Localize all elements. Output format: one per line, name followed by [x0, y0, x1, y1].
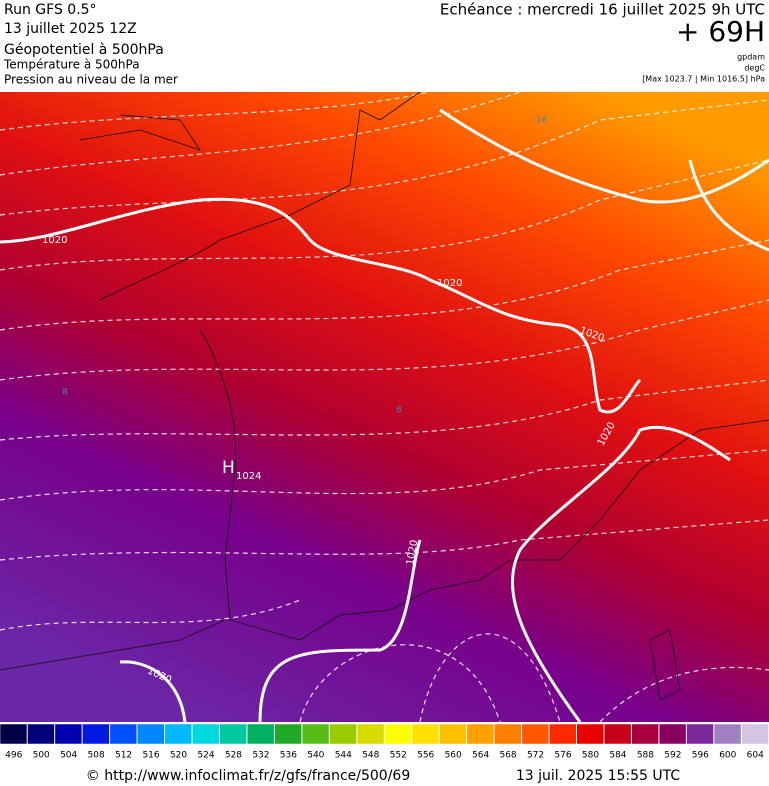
colorbar-swatch — [137, 723, 165, 745]
colorbar-swatch — [603, 723, 632, 745]
colorbar-swatch — [411, 723, 440, 745]
colorbar-label: 596 — [692, 751, 709, 761]
unit: [Max 1023.7 | Min 1016.5] hPa — [642, 75, 765, 84]
unit: gpdam — [737, 53, 765, 62]
colorbar-label: 580 — [582, 751, 599, 761]
colorbar-swatch — [301, 723, 330, 745]
colorbar-label: 588 — [637, 751, 654, 761]
unit: degC — [744, 64, 765, 73]
colorbar-label: 496 — [5, 751, 22, 761]
colorbar-label: 508 — [88, 751, 105, 761]
colorbar-label: 584 — [609, 751, 626, 761]
high-pressure-value: 1024 — [236, 471, 261, 482]
high-pressure: H — [222, 458, 235, 478]
colorbar-label: 548 — [362, 751, 379, 761]
map: 1020 1020 1020 1020 1020 1020 H 1024 16 … — [0, 91, 769, 723]
colorbar-label: 556 — [417, 751, 434, 761]
field: Température à 500hPa — [3, 58, 140, 72]
colorbar-label: 536 — [280, 751, 297, 761]
colorbar-label: 540 — [307, 751, 324, 761]
timestamp: 13 juil. 2025 15:55 UTC — [516, 768, 681, 784]
colorbar-swatch — [356, 723, 385, 745]
colorbar: 496 500 504 508 512 516 520 524 528 532 536 540 544 5… — [0, 723, 769, 761]
isobar-label: 1020 — [437, 278, 462, 289]
colorbar-label: 528 — [225, 751, 242, 761]
colorbar-label: 500 — [33, 751, 50, 761]
colorbar-swatch — [686, 723, 714, 745]
colorbar-label: 504 — [60, 751, 77, 761]
temp-label: 8 — [62, 388, 68, 398]
colorbar-swatch — [246, 723, 275, 745]
colorbar-label: 520 — [170, 751, 187, 761]
temp-label: 8 — [396, 406, 402, 416]
colorbar-label: 604 — [747, 751, 764, 761]
colorbar-swatch — [521, 723, 550, 745]
colorbar-swatch — [466, 723, 495, 745]
colorbar-label: 564 — [472, 751, 489, 761]
colorbar-swatch — [0, 723, 28, 745]
colorbar-swatch — [164, 723, 193, 745]
colorbar-label: 576 — [554, 751, 571, 761]
colorbar-swatch — [549, 723, 577, 745]
colorbar-swatch — [494, 723, 522, 745]
colorbar-label: 572 — [527, 751, 544, 761]
colorbar-label: 568 — [499, 751, 516, 761]
field: Pression au niveau de la mer — [4, 73, 178, 87]
colorbar-label: 600 — [719, 751, 736, 761]
echeance: Echéance : mercredi 16 juillet 2025 9h U… — [440, 1, 765, 19]
temperature-contours — [0, 91, 769, 723]
colorbar-swatch — [274, 723, 302, 745]
colorbar-label: 532 — [252, 751, 269, 761]
colorbar-swatch — [741, 723, 769, 745]
isobar-label: 1020 — [42, 235, 67, 246]
temp-label: 16 — [536, 116, 548, 126]
colorbar-swatch — [384, 723, 412, 745]
isobar-label: 1020 — [405, 539, 420, 566]
colorbar-swatch — [219, 723, 247, 745]
colorbar-label: 512 — [115, 751, 132, 761]
colorbar-swatch — [109, 723, 138, 745]
colorbar-label: 560 — [445, 751, 462, 761]
colorbar-swatch — [658, 723, 687, 745]
colorbar-swatch — [192, 723, 220, 745]
coastlines — [0, 91, 769, 701]
field: Géopotentiel à 500hPa — [4, 42, 164, 58]
colorbar-swatch — [329, 723, 357, 745]
run-date: 13 juillet 2025 12Z — [4, 21, 137, 37]
isobars — [0, 108, 769, 723]
colorbar-swatch — [439, 723, 467, 745]
colorbar-label: 552 — [390, 751, 407, 761]
lead-time: + 69H — [676, 15, 765, 48]
colorbar-label: 592 — [664, 751, 681, 761]
colorbar-swatch — [54, 723, 83, 745]
colorbar-swatch — [713, 723, 742, 745]
colorbar-swatch — [82, 723, 110, 745]
source-url: © http://www.infoclimat.fr/z/gfs/france/… — [86, 768, 410, 784]
map-background — [0, 92, 769, 722]
colorbar-label: 516 — [142, 751, 159, 761]
colorbar-swatch — [631, 723, 659, 745]
colorbar-label: 544 — [335, 751, 352, 761]
colorbar-swatch — [576, 723, 604, 745]
run: Run GFS 0.5° — [4, 2, 97, 18]
colorbar-label: 524 — [197, 751, 214, 761]
colorbar-swatch — [27, 723, 55, 745]
